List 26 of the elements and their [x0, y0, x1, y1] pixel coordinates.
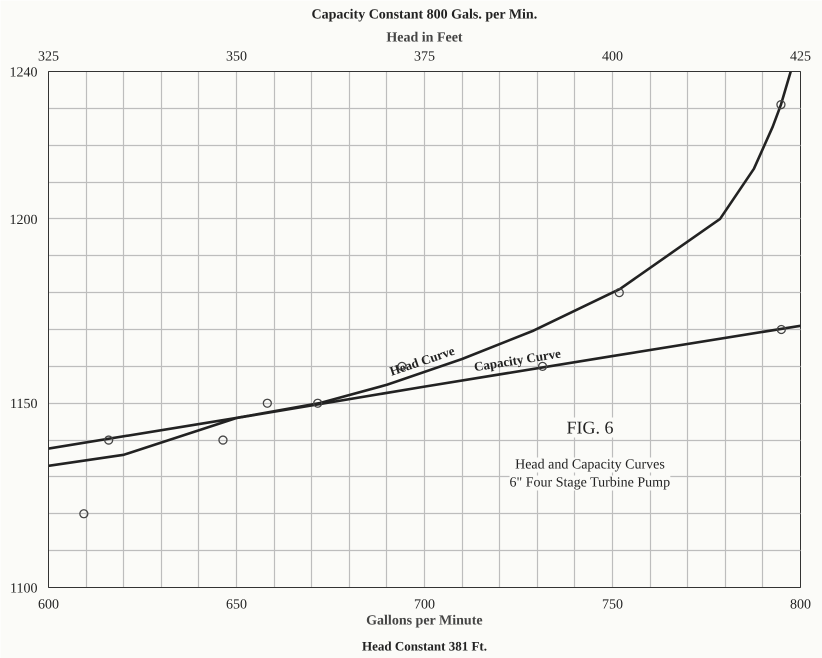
x2-axis-title: Head in Feet [386, 30, 463, 46]
x2-tick-label: 350 [226, 50, 247, 64]
text: Capacity Curve [472, 346, 562, 374]
point [776, 324, 786, 334]
text: Head Curve [388, 342, 457, 379]
x-axis-title: Gallons per Minute [366, 614, 483, 628]
x2-tick-label: 325 [38, 50, 59, 64]
annotation: FIG. 6 [566, 418, 614, 438]
x-tick-label: 750 [602, 598, 623, 612]
point [104, 435, 114, 445]
x-tick-label: 650 [226, 598, 247, 612]
x2-tick-label: 400 [602, 50, 623, 64]
y-tick-label: 1200 [10, 212, 38, 228]
y-tick-label: 1240 [10, 66, 38, 80]
annotation: Head and Capacity Curves [515, 458, 665, 472]
y-tick-label: 1150 [10, 397, 38, 412]
x2-tick-label: 375 [414, 50, 435, 64]
x-tick-label: 800 [790, 598, 811, 612]
text: Head Constant 381 Ft. [362, 638, 487, 654]
chart-title: Capacity Constant 800 Gals. per Min. [312, 8, 538, 22]
x2-tick-label: 425 [790, 50, 811, 64]
x-tick-label: 600 [38, 598, 59, 612]
y-tick-label: 1100 [10, 582, 38, 596]
point [313, 398, 322, 408]
annotation: 6" Four Stage Turbine Pump [510, 476, 670, 490]
x-tick-label: 700 [414, 598, 435, 612]
